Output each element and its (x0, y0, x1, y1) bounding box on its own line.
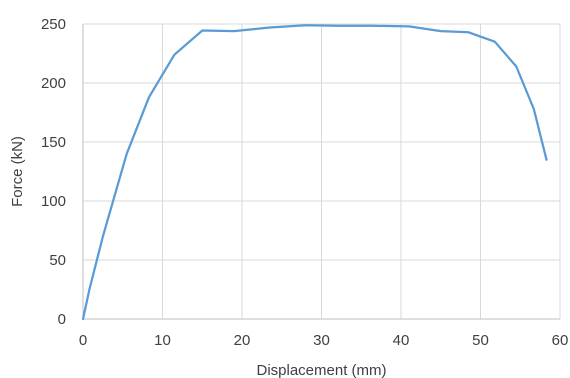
grid (83, 23, 561, 319)
y-tick-label: 50 (49, 252, 66, 269)
x-tick-label: 40 (393, 332, 410, 349)
y-tick-label: 200 (41, 75, 66, 92)
series-group (81, 24, 548, 321)
x-tick-label: 0 (79, 332, 87, 349)
x-tick-label: 50 (472, 332, 489, 349)
x-tick-labels: 0 10 20 30 40 50 60 (79, 332, 569, 349)
x-tick-label: 10 (154, 332, 171, 349)
y-axis-title: Force (kN) (9, 136, 26, 207)
y-tick-label: 0 (58, 311, 66, 328)
axes (82, 24, 560, 320)
y-tick-label: 150 (41, 134, 66, 151)
x-axis-title: Displacement (mm) (256, 362, 386, 378)
y-tick-label: 100 (41, 193, 66, 210)
y-tick-label: 250 (41, 16, 66, 33)
series-line (81, 24, 548, 321)
x-tick-label: 30 (313, 332, 330, 349)
y-tick-labels: 0 50 100 150 200 250 (41, 16, 66, 328)
x-tick-label: 60 (552, 332, 569, 349)
x-tick-label: 20 (234, 332, 251, 349)
